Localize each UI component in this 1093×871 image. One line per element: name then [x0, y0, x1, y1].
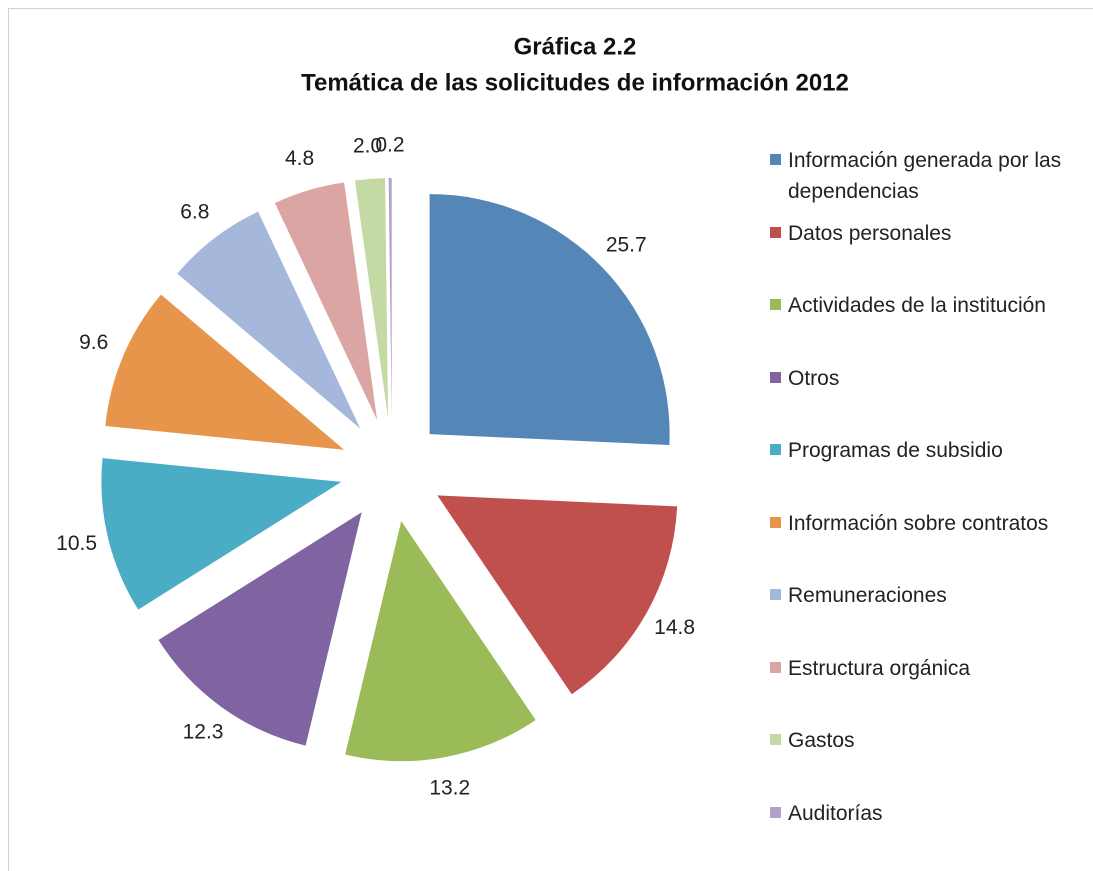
legend-label: Otros: [788, 366, 840, 390]
legend-swatch: [770, 806, 781, 818]
legend-label: Gastos: [788, 729, 855, 752]
data-label: 9.6: [79, 331, 108, 354]
data-label: 4.8: [285, 147, 314, 170]
legend-item: Información generada por las dependencia…: [770, 145, 1080, 207]
legend-item: Actividades de la institución: [770, 290, 1080, 321]
legend-label: Remuneraciones: [788, 584, 947, 607]
legend-item: Auditorías: [770, 798, 1080, 829]
legend-label: Auditorías: [788, 801, 883, 825]
data-label: 25.7: [606, 234, 647, 257]
data-label: 14.8: [654, 616, 695, 639]
pie-slice: [177, 211, 361, 429]
legend-label: Programas de subsidio: [788, 439, 1003, 462]
pie-slice: [101, 458, 342, 610]
legend-label: Estructura orgánica: [788, 656, 971, 680]
chart-subtitle: Temática de las solicitudes de informaci…: [301, 69, 849, 96]
data-label: 12.3: [183, 721, 224, 744]
legend-swatch: [770, 734, 781, 745]
legend-swatch: [770, 444, 781, 455]
legend-label: Información sobre contratos: [788, 511, 1049, 535]
legend-swatch: [770, 589, 781, 600]
legend-item: Gastos: [770, 725, 1080, 756]
legend-item: Otros: [770, 363, 1080, 394]
legend-item: Remuneraciones: [770, 580, 1080, 611]
legend-swatch: [770, 661, 781, 673]
data-label: 6.8: [180, 200, 209, 223]
legend-item: Estructura orgánica: [770, 653, 1080, 684]
legend-item: Datos personales: [770, 218, 1080, 249]
legend-label: Datos personales: [788, 221, 952, 245]
pie-slice: [345, 521, 536, 762]
legend-label: Información generada por las dependencia…: [788, 149, 1062, 203]
chart-title: Gráfica 2.2: [514, 33, 637, 60]
pie-slice: [274, 182, 378, 421]
pie-slice: [354, 178, 389, 419]
pie-slice: [388, 178, 392, 419]
pie-slice: [437, 495, 678, 695]
pie-slice: [429, 194, 670, 446]
pie-slice: [158, 512, 362, 746]
data-label: 2.0: [353, 134, 382, 157]
legend-label: Actividades de la institución: [788, 294, 1046, 317]
legend-swatch: [770, 516, 781, 528]
legend-swatch: [770, 154, 781, 165]
chart-frame: [8, 8, 1093, 871]
pie-slice: [105, 294, 345, 450]
legend-swatch: [770, 226, 781, 238]
legend-item: Información sobre contratos: [770, 508, 1080, 539]
data-label: 13.2: [429, 776, 470, 799]
legend-item: Programas de subsidio: [770, 435, 1080, 466]
legend-swatch: [770, 299, 781, 310]
data-label: 10.5: [56, 532, 97, 555]
legend-swatch: [770, 371, 781, 383]
data-label: 0.2: [375, 134, 404, 157]
